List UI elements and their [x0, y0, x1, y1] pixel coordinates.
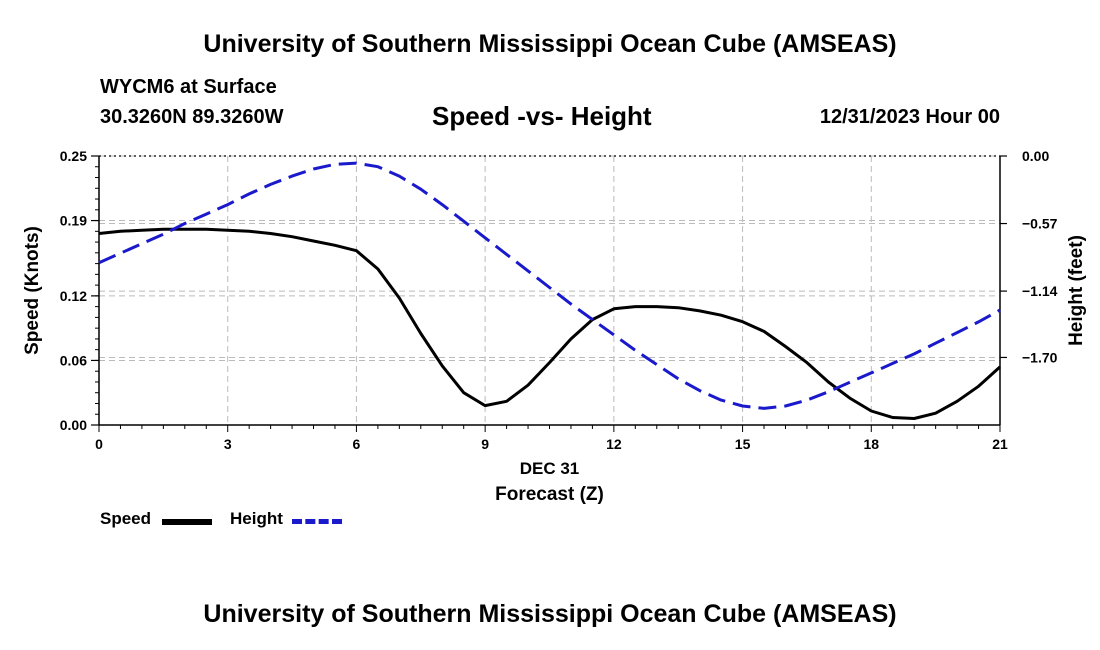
main-title-top: University of Southern Mississippi Ocean… — [203, 30, 897, 58]
main-title-bottom: University of Southern Mississippi Ocean… — [203, 600, 897, 628]
station-label: WYCM6 at Surface — [100, 76, 277, 98]
legend-speed-label: Speed — [100, 509, 152, 528]
y-right-tick-label-3: −1.70 — [1022, 349, 1058, 365]
x-tick-label-3: 3 — [224, 436, 232, 452]
x-axis-date-label: DEC 31 — [520, 459, 580, 478]
y-right-axis-title: Height (feet) — [1066, 235, 1087, 346]
x-tick-label-0: 0 — [95, 436, 103, 452]
y-right-tick-label-2: −1.14 — [1022, 283, 1058, 299]
x-axis-title: Forecast (Z) — [495, 484, 604, 505]
series-line-height — [98, 161, 1001, 410]
x-tick-label-21: 21 — [992, 436, 1008, 452]
y-left-tick-label-0: 0.00 — [60, 417, 87, 433]
x-tick-label-9: 9 — [481, 436, 489, 452]
chart-title: Speed -vs- Height — [432, 101, 652, 131]
y-left-tick-label-1: 0.06 — [60, 352, 87, 368]
legend-speed-swatch — [162, 519, 212, 525]
coordinates-label: 30.3260N 89.3260W — [100, 106, 284, 128]
datetime-label: 12/31/2023 Hour 00 — [819, 106, 1000, 128]
x-tick-label-18: 18 — [863, 436, 879, 452]
x-tick-label-6: 6 — [353, 436, 361, 452]
y-left-tick-label-4: 0.25 — [60, 148, 87, 164]
y-right-tick-label-1: −0.57 — [1022, 216, 1058, 232]
legend-height-swatch — [292, 519, 342, 524]
legend-height-label: Height — [230, 509, 283, 528]
x-tick-label-12: 12 — [606, 436, 622, 452]
y-left-tick-label-3: 0.19 — [60, 213, 87, 229]
y-left-tick-label-2: 0.12 — [60, 288, 87, 304]
x-tick-label-15: 15 — [735, 436, 751, 452]
series-line-speed — [98, 227, 1002, 420]
y-left-axis-title: Speed (Knots) — [22, 226, 43, 355]
y-right-tick-label-0: 0.00 — [1022, 148, 1049, 164]
